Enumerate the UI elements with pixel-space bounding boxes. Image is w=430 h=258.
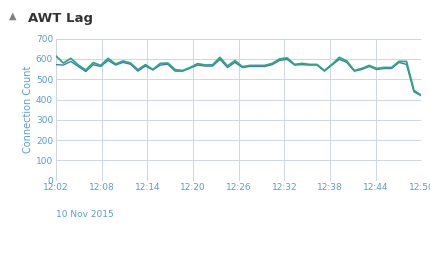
Text: 10 Nov 2015: 10 Nov 2015 bbox=[56, 210, 114, 219]
Y-axis label: Connection Count: Connection Count bbox=[23, 66, 33, 153]
Text: AWT Lag: AWT Lag bbox=[28, 12, 93, 25]
Text: ▲: ▲ bbox=[9, 11, 17, 21]
